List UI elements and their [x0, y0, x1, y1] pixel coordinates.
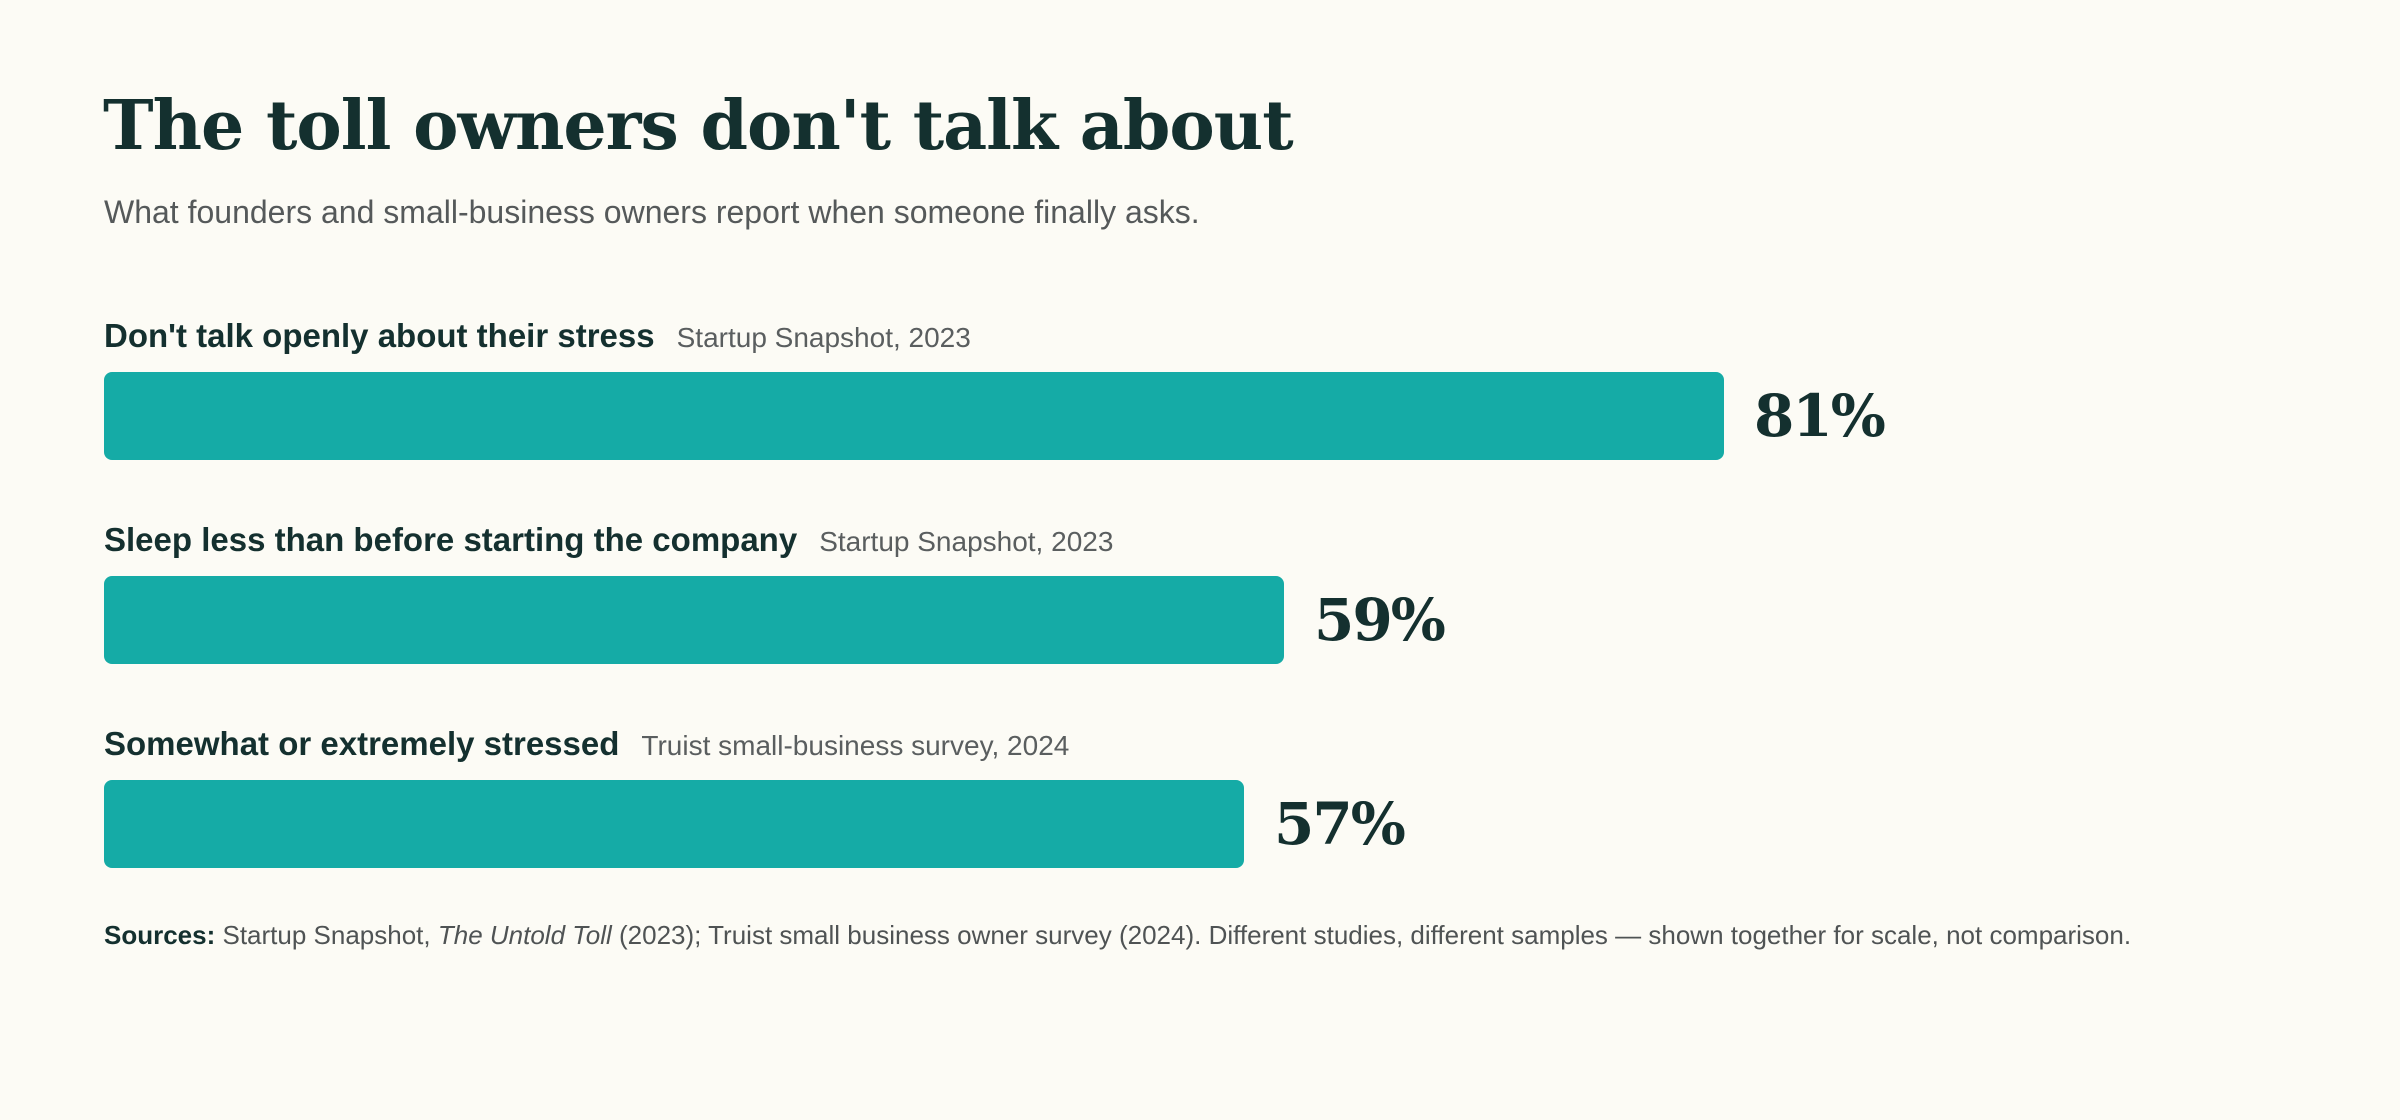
sources-text-post: (2023); Truist small business owner surv…	[611, 920, 2132, 950]
chart-row: Sleep less than before starting the comp…	[104, 504, 2304, 664]
sources-text-pre: Startup Snapshot,	[215, 920, 438, 950]
sources-label: Sources:	[104, 920, 216, 950]
category-source: Startup Snapshot, 2023	[676, 322, 971, 353]
chart-row: Somewhat or extremely stressed Truist sma…	[104, 708, 2304, 868]
value-label: 57%	[1274, 790, 1406, 858]
page-subtitle: What founders and small-business owners …	[104, 194, 1200, 230]
category-label: Sleep less than before starting the comp…	[104, 521, 798, 558]
bar	[104, 780, 1244, 868]
sources-note: Sources: Startup Snapshot, The Untold To…	[104, 917, 2131, 953]
page-title: The toll owners don't talk about	[103, 86, 1294, 166]
bar	[104, 372, 1724, 460]
bar	[104, 576, 1284, 664]
category-label: Don't talk openly about their stress	[104, 317, 655, 354]
chart-row: Don't talk openly about their stress Star…	[104, 300, 2304, 460]
row-label: Somewhat or extremely stressed Truist sma…	[104, 722, 1069, 773]
sources-report-title: The Untold Toll	[437, 920, 612, 950]
value-label: 81%	[1754, 382, 1886, 450]
row-label: Don't talk openly about their stress Star…	[104, 314, 971, 365]
category-label: Somewhat or extremely stressed	[104, 725, 620, 762]
bar-chart: Don't talk openly about their stress Star…	[104, 300, 2304, 900]
category-source: Truist small-business survey, 2024	[641, 730, 1070, 761]
category-source: Startup Snapshot, 2023	[819, 526, 1114, 557]
row-label: Sleep less than before starting the comp…	[104, 518, 1113, 569]
value-label: 59%	[1314, 586, 1446, 654]
